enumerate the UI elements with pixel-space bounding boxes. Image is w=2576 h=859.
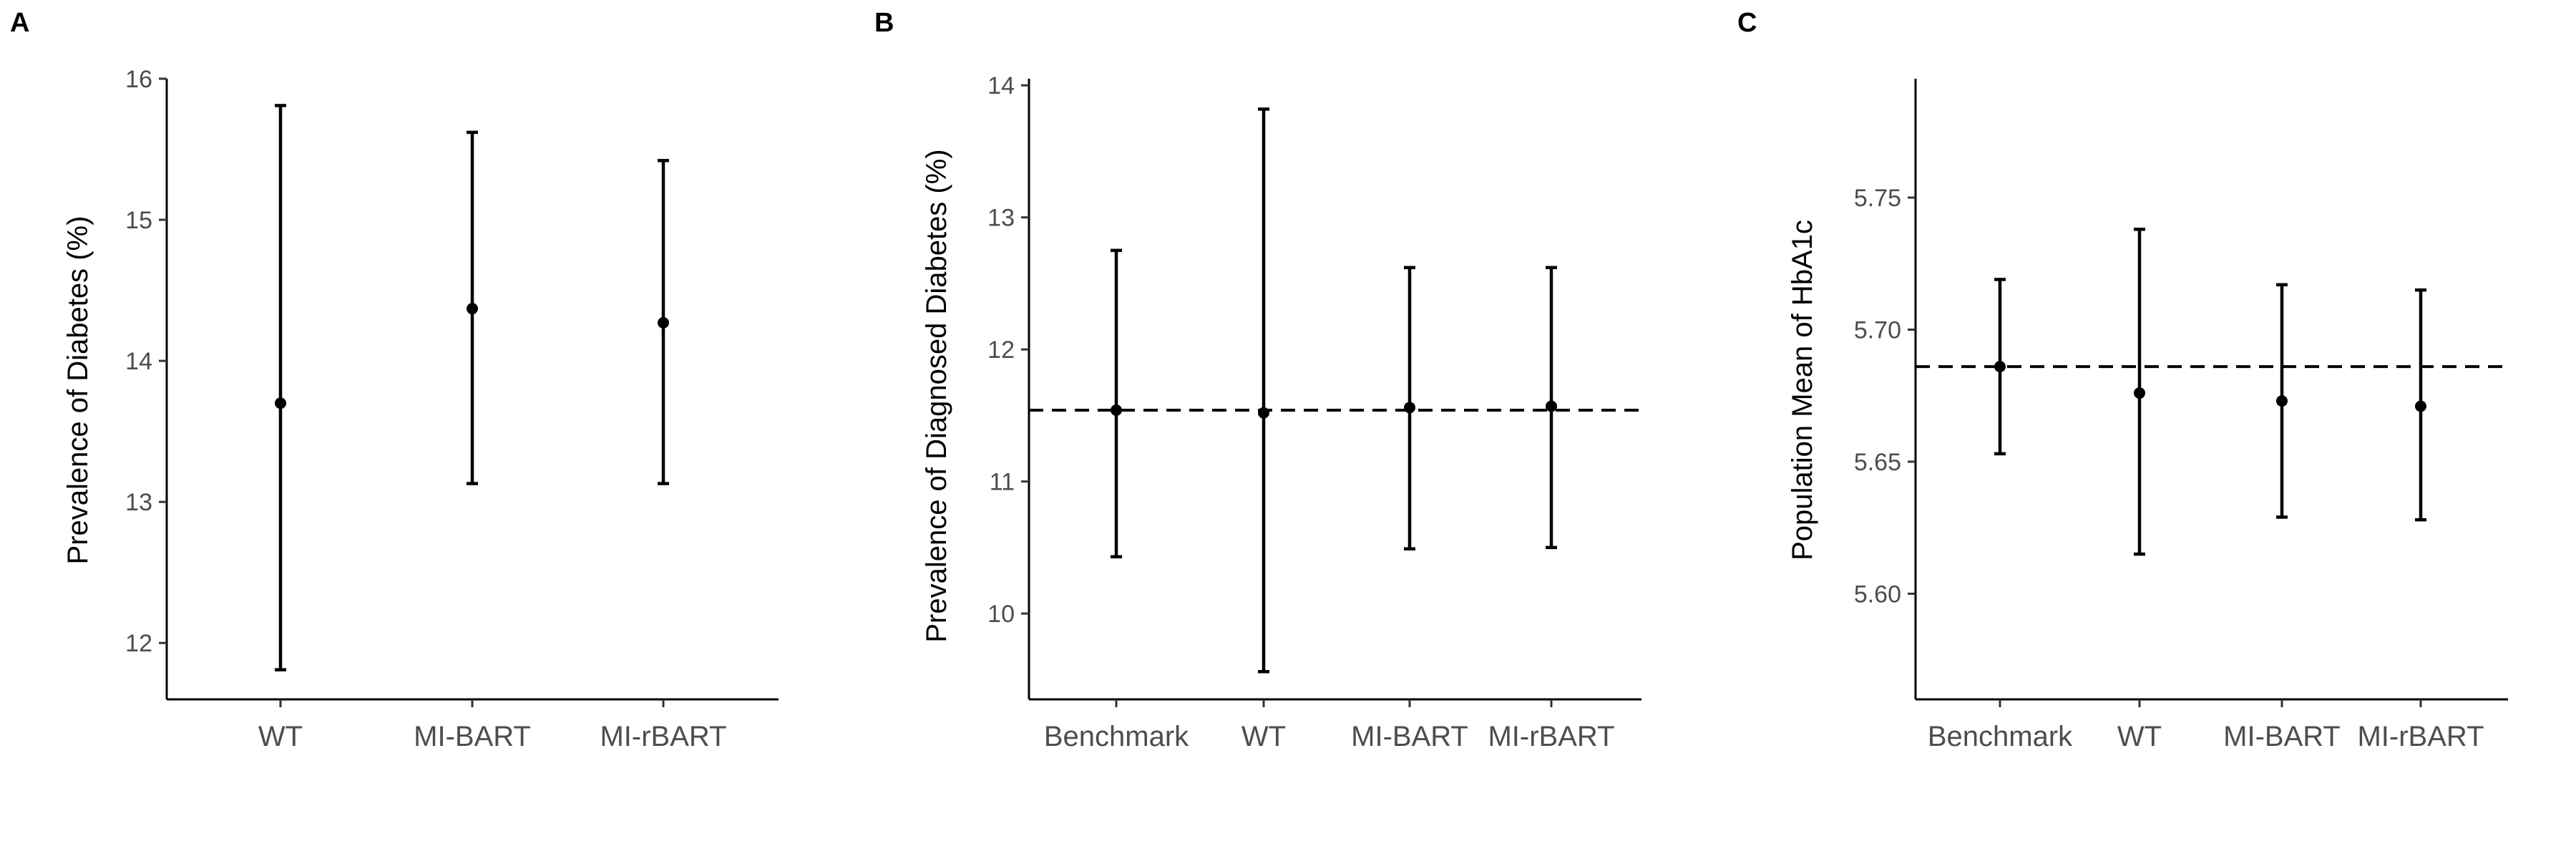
panel-b-y-tick-label: 12: [987, 336, 1015, 364]
panel-c-y-tick-label: 5.60: [1854, 581, 1901, 608]
panel-a-y-tick-label: 13: [125, 489, 152, 516]
panel-c-plot: 5.60 5.65 5.70 5.75 Benchmark WT MI-BART MI-rBA…: [1854, 79, 2508, 752]
panel-c-point-estimate-wt: [2134, 387, 2145, 399]
panel-b-y-axis-title: Prevalence of Diagnosed Diabetes (%): [921, 149, 952, 642]
panel-a-point-estimate-mi-bart: [467, 303, 478, 315]
panel-b-x-tick-label-wt: WT: [1241, 721, 1286, 752]
panel-c-x-tick-label-mi-rbart: MI-rBART: [2357, 721, 2484, 752]
panel-c-y-tick-label: 5.65: [1854, 449, 1901, 476]
panel-c-y-axis-title: Population Mean of HbA1c: [1787, 220, 1818, 560]
panel-b-point-estimate-mi-bart: [1404, 402, 1415, 414]
panel-c: C Population Mean of HbA1c 5.605.655.705…: [1737, 8, 2508, 752]
panel-a-y-tick-label: 16: [125, 66, 152, 93]
panel-b-y-tick-label: 11: [990, 469, 1015, 496]
panel-a-y-tick-label: 14: [125, 348, 152, 375]
panel-b-x-tick-label-benchmark: Benchmark: [1044, 721, 1189, 752]
panel-b-y-tick-label: 13: [987, 205, 1015, 232]
panel-c-x-tick-label-mi-bart: MI-BART: [2223, 721, 2341, 752]
panel-a-x-tick-label-mi-bart: MI-BART: [414, 721, 531, 752]
panel-c-x-tick-label-benchmark: Benchmark: [1928, 721, 2073, 752]
panel-c-point-estimate-mi-rbart: [2415, 400, 2426, 412]
panel-a-point-estimate-mi-rbart: [658, 316, 669, 329]
panel-a-y-tick-label: 15: [125, 207, 152, 234]
panel-c-y-tick-label: 5.70: [1854, 316, 1901, 344]
panel-c-letter: C: [1737, 8, 1757, 38]
panel-c-x-tick-label-wt: WT: [2117, 721, 2162, 752]
panel-b-letter: B: [874, 8, 894, 38]
panel-a-x-tick-label-wt: WT: [258, 721, 303, 752]
panel-b-y-tick-label: 10: [987, 601, 1015, 628]
panel-a-plot: 12 13 14 15 16 WT MI-BART MI-rBART: [125, 66, 779, 752]
panel-c-point-estimate-benchmark: [1994, 361, 2006, 373]
panel-b-y-tick-label: 14: [987, 72, 1015, 100]
panel-a: A Prevalence of Diabetes (%) 12 13 14 15 16 W…: [10, 8, 779, 752]
panel-a-y-tick-label: 12: [125, 630, 152, 657]
panel-b-point-estimate-benchmark: [1111, 404, 1122, 417]
panel-a-letter: A: [10, 8, 29, 38]
panel-b: B Prevalence of Diagnosed Diabetes (%) 1…: [874, 8, 1641, 752]
panel-b-x-tick-label-mi-bart: MI-BART: [1351, 721, 1468, 752]
panel-b-x-tick-label-mi-rbart: MI-rBART: [1488, 721, 1614, 752]
panel-a-point-estimate-wt: [275, 397, 286, 409]
panel-c-point-estimate-mi-bart: [2276, 395, 2288, 407]
panel-c-y-tick-label: 5.75: [1854, 185, 1901, 212]
panel-b-point-estimate-mi-rbart: [1546, 400, 1557, 412]
panel-a-y-axis-title: Prevalence of Diabetes (%): [62, 216, 94, 565]
panel-b-point-estimate-wt: [1258, 407, 1269, 419]
panel-a-x-tick-label-mi-rbart: MI-rBART: [600, 721, 726, 752]
panel-b-plot: 10 11 12 13 14 Benchmark WT MI-BART MI-rBART: [987, 72, 1641, 752]
